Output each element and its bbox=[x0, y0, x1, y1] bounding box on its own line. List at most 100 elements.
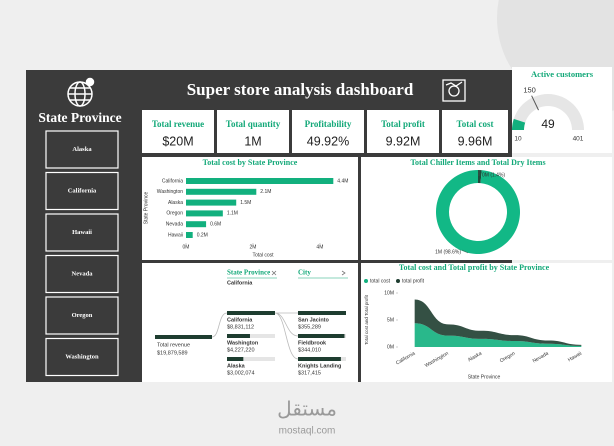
y-tick-label: Alaska bbox=[168, 200, 183, 206]
ribbon bbox=[414, 299, 582, 346]
x-tick-label: 0M bbox=[183, 244, 190, 250]
chart-title: Total Chiller Items and Total Dry Items bbox=[410, 158, 545, 167]
bar bbox=[186, 199, 237, 206]
slicer-label: California bbox=[68, 187, 97, 194]
watermark-arabic: مستقل bbox=[277, 397, 337, 421]
node-label: San Jacinto bbox=[298, 317, 330, 323]
slicer-item[interactable] bbox=[45, 296, 119, 335]
tree-bar bbox=[298, 311, 346, 315]
node-label: Total revenue bbox=[157, 342, 190, 348]
connector bbox=[274, 312, 299, 360]
kpi-label: Total cost bbox=[457, 119, 494, 129]
value-label: 0M (1.4%) bbox=[482, 172, 505, 178]
y-axis-label: State Province bbox=[143, 192, 149, 225]
bar bbox=[186, 232, 193, 238]
slicer-label: Oregon bbox=[72, 312, 93, 319]
bar bbox=[186, 178, 334, 184]
node-label: California bbox=[227, 317, 253, 323]
slicer-label: Hawaii bbox=[72, 229, 92, 236]
node-label: Washington bbox=[227, 340, 259, 346]
kpi-card bbox=[142, 110, 214, 153]
tree-bar bbox=[227, 311, 275, 315]
slicer-item[interactable] bbox=[45, 337, 119, 377]
legend-label: total profit bbox=[402, 278, 425, 284]
legend-label: total cost bbox=[370, 278, 391, 284]
bar-panel bbox=[142, 157, 358, 260]
node-label: Fieldbrook bbox=[298, 340, 327, 346]
kpi-card bbox=[442, 110, 508, 153]
level-header[interactable]: City bbox=[298, 269, 311, 277]
expand-icon[interactable] bbox=[341, 270, 346, 276]
legend-marker bbox=[396, 279, 400, 283]
slicer-label: Washington bbox=[65, 353, 99, 360]
y-tick-label: California bbox=[162, 178, 183, 184]
donut-slice bbox=[436, 170, 521, 255]
slicer-label: Nevada bbox=[72, 270, 94, 277]
x-tick-label: 4M bbox=[316, 244, 323, 250]
x-axis-label: State Province bbox=[468, 374, 501, 380]
y-tick-label: Oregon bbox=[166, 211, 183, 217]
kpi-card bbox=[367, 110, 439, 153]
decomposition-panel bbox=[142, 263, 358, 382]
chart-title: Total cost by State Province bbox=[203, 158, 298, 167]
chart-title: Total cost and Total profit by State Pro… bbox=[399, 263, 550, 272]
node-label: Knights Landing bbox=[298, 363, 341, 369]
slicer-item[interactable] bbox=[45, 254, 119, 294]
node-value: $317,415 bbox=[298, 370, 321, 376]
legend-marker bbox=[364, 279, 368, 283]
kpi-value: 1M bbox=[244, 134, 261, 148]
watermark-latin: mostaql.com bbox=[279, 426, 336, 437]
kpi-card bbox=[217, 110, 289, 153]
kpi-label: Total revenue bbox=[152, 119, 204, 129]
value-label: 0.2M bbox=[197, 232, 208, 238]
slicer-item[interactable] bbox=[45, 130, 119, 169]
node-value: $4,227,220 bbox=[227, 347, 255, 353]
gauge-min: 10 bbox=[514, 136, 522, 143]
tree-bar-track bbox=[227, 357, 275, 361]
value-label: 4.4M bbox=[337, 178, 348, 184]
level-header[interactable]: State Province bbox=[227, 269, 270, 277]
y-tick-label: 10M bbox=[384, 290, 394, 296]
kpi-value: $20M bbox=[162, 134, 193, 148]
dashboard-title: Super store analysis dashboard bbox=[187, 80, 414, 99]
y-tick-label: Nevada bbox=[166, 222, 183, 228]
kpi-card bbox=[292, 110, 364, 153]
dashboard-icon bbox=[442, 79, 466, 102]
kpi-label: Total quantity bbox=[226, 119, 281, 129]
clear-icon[interactable] bbox=[271, 270, 277, 276]
ribbon-panel bbox=[361, 263, 612, 382]
node-value: $3,002,074 bbox=[227, 370, 255, 376]
tree-bar bbox=[227, 357, 244, 361]
x-tick-label: 2M bbox=[249, 244, 256, 250]
slicer-title: State Province bbox=[38, 110, 121, 125]
value-label: 1.5M bbox=[240, 200, 251, 206]
gauge-value bbox=[512, 118, 526, 130]
leader bbox=[461, 249, 469, 254]
value-label: 0.6M bbox=[210, 222, 221, 228]
gauge-track bbox=[512, 94, 584, 130]
gauge-title: Active customers bbox=[531, 69, 594, 79]
tree-bar bbox=[298, 334, 345, 338]
y-tick-label: Hawaii bbox=[168, 232, 183, 238]
tree-bar bbox=[298, 357, 341, 361]
y-axis-label: Total cost and Total profit bbox=[364, 294, 369, 344]
kpi-label: Total profit bbox=[381, 119, 425, 129]
value-label: 1.1M bbox=[227, 211, 238, 217]
node-value: $19,879,589 bbox=[157, 350, 188, 356]
value-label: 1M (98.6%) bbox=[435, 249, 461, 255]
gauge-value-label: 49 bbox=[541, 117, 555, 131]
filter-label: California bbox=[227, 280, 253, 286]
node-value: $8,831,112 bbox=[227, 324, 254, 330]
kpi-label: Profitability bbox=[305, 119, 352, 129]
gauge-target bbox=[531, 95, 539, 111]
node-value: $344,010 bbox=[298, 347, 321, 353]
y-tick-label: Washington bbox=[157, 189, 183, 195]
tree-bar bbox=[227, 334, 250, 338]
slicer-item[interactable] bbox=[45, 171, 119, 211]
bar bbox=[186, 188, 257, 195]
tree-bar-track bbox=[227, 334, 275, 338]
slicer-item[interactable] bbox=[45, 213, 119, 252]
node-label: Alaska bbox=[227, 363, 246, 369]
y-tick-label: 0M bbox=[387, 344, 394, 350]
